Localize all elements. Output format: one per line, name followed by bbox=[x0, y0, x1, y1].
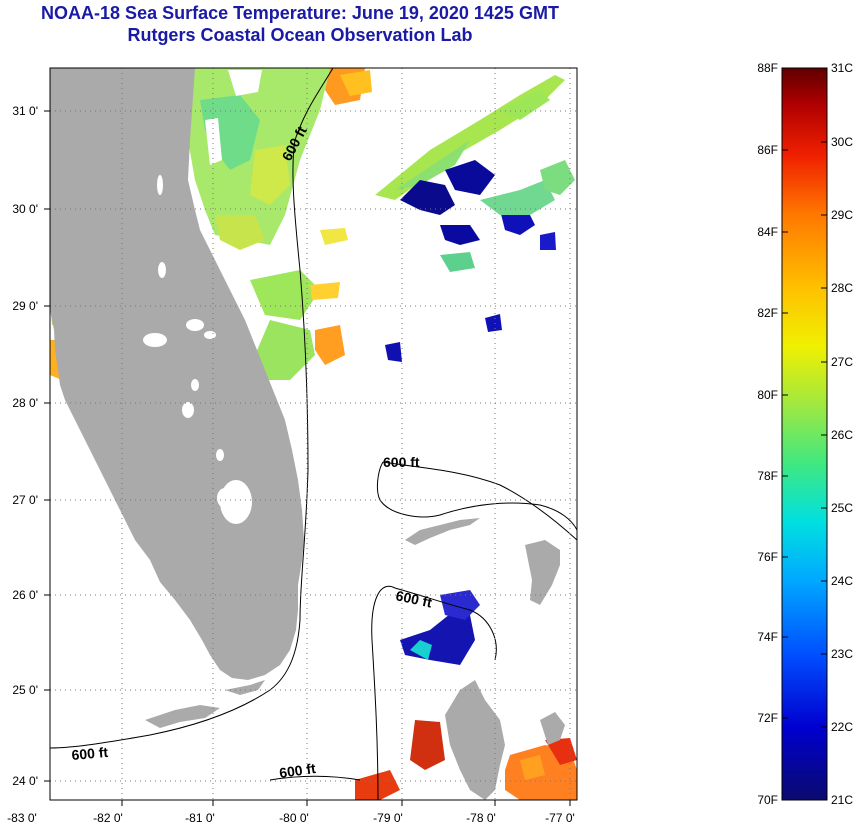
lon-label: -81 0' bbox=[185, 811, 215, 825]
colorbar-celsius-labels: 31C 30C 29C 28C 27C 26C 25C 24C 23C 22C … bbox=[831, 61, 853, 807]
lat-label: 29 0' bbox=[12, 299, 38, 313]
lon-label: -77 0' bbox=[545, 811, 575, 825]
lon-label: -80 0' bbox=[279, 811, 309, 825]
isobath-label: 600 ft bbox=[278, 760, 317, 781]
lat-label: 31 0' bbox=[12, 104, 38, 118]
map-frame bbox=[49, 67, 578, 801]
land-layer bbox=[50, 68, 565, 800]
isobath-label: 600 ft bbox=[394, 587, 433, 610]
colorbar-fahrenheit-labels: 88F 86F 84F 82F 80F 78F 76F 74F 72F 70F bbox=[757, 61, 778, 807]
colorbar-gradient bbox=[781, 67, 828, 801]
sst-data-layer bbox=[50, 68, 577, 800]
c-label: 25C bbox=[831, 501, 853, 515]
map-subtitle: Rutgers Coastal Ocean Observation Lab bbox=[127, 25, 473, 45]
temperature-colorbar: 88F 86F 84F 82F 80F 78F 76F 74F 72F 70F … bbox=[757, 61, 853, 807]
axis-ticks bbox=[44, 110, 571, 806]
lat-label: 25 0' bbox=[12, 683, 38, 697]
map-title: NOAA-18 Sea Surface Temperature: June 19… bbox=[41, 3, 559, 23]
f-label: 84F bbox=[757, 225, 778, 239]
lon-label: -83 0' bbox=[7, 811, 37, 825]
c-label: 21C bbox=[831, 793, 853, 807]
longitude-labels: -83 0' -82 0' -81 0' -80 0' -79 0' -78 0… bbox=[7, 811, 575, 825]
f-label: 76F bbox=[757, 550, 778, 564]
lat-label: 28 0' bbox=[12, 396, 38, 410]
lat-label: 30 0' bbox=[12, 202, 38, 216]
isobath-600ft bbox=[50, 68, 577, 800]
lat-label: 27 0' bbox=[12, 493, 38, 507]
f-label: 86F bbox=[757, 143, 778, 157]
graticule bbox=[50, 68, 577, 800]
c-label: 23C bbox=[831, 647, 853, 661]
lon-label: -79 0' bbox=[373, 811, 403, 825]
c-label: 30C bbox=[831, 135, 853, 149]
lat-label: 26 0' bbox=[12, 588, 38, 602]
latitude-labels: 31 0' 30 0' 29 0' 28 0' 27 0' 26 0' 25 0… bbox=[12, 104, 38, 788]
f-label: 80F bbox=[757, 388, 778, 402]
lon-label: -78 0' bbox=[466, 811, 496, 825]
c-label: 28C bbox=[831, 281, 853, 295]
c-label: 27C bbox=[831, 355, 853, 369]
f-label: 74F bbox=[757, 630, 778, 644]
c-label: 22C bbox=[831, 720, 853, 734]
isobath-label: 600 ft bbox=[383, 454, 420, 470]
lon-label: -82 0' bbox=[93, 811, 123, 825]
f-label: 72F bbox=[757, 711, 778, 725]
c-label: 31C bbox=[831, 61, 853, 75]
f-label: 82F bbox=[757, 306, 778, 320]
f-label: 70F bbox=[757, 793, 778, 807]
c-label: 24C bbox=[831, 574, 853, 588]
f-label: 88F bbox=[757, 61, 778, 75]
c-label: 26C bbox=[831, 428, 853, 442]
isobath-label: 600 ft bbox=[71, 744, 109, 763]
lat-label: 24 0' bbox=[12, 774, 38, 788]
c-label: 29C bbox=[831, 208, 853, 222]
f-label: 78F bbox=[757, 469, 778, 483]
